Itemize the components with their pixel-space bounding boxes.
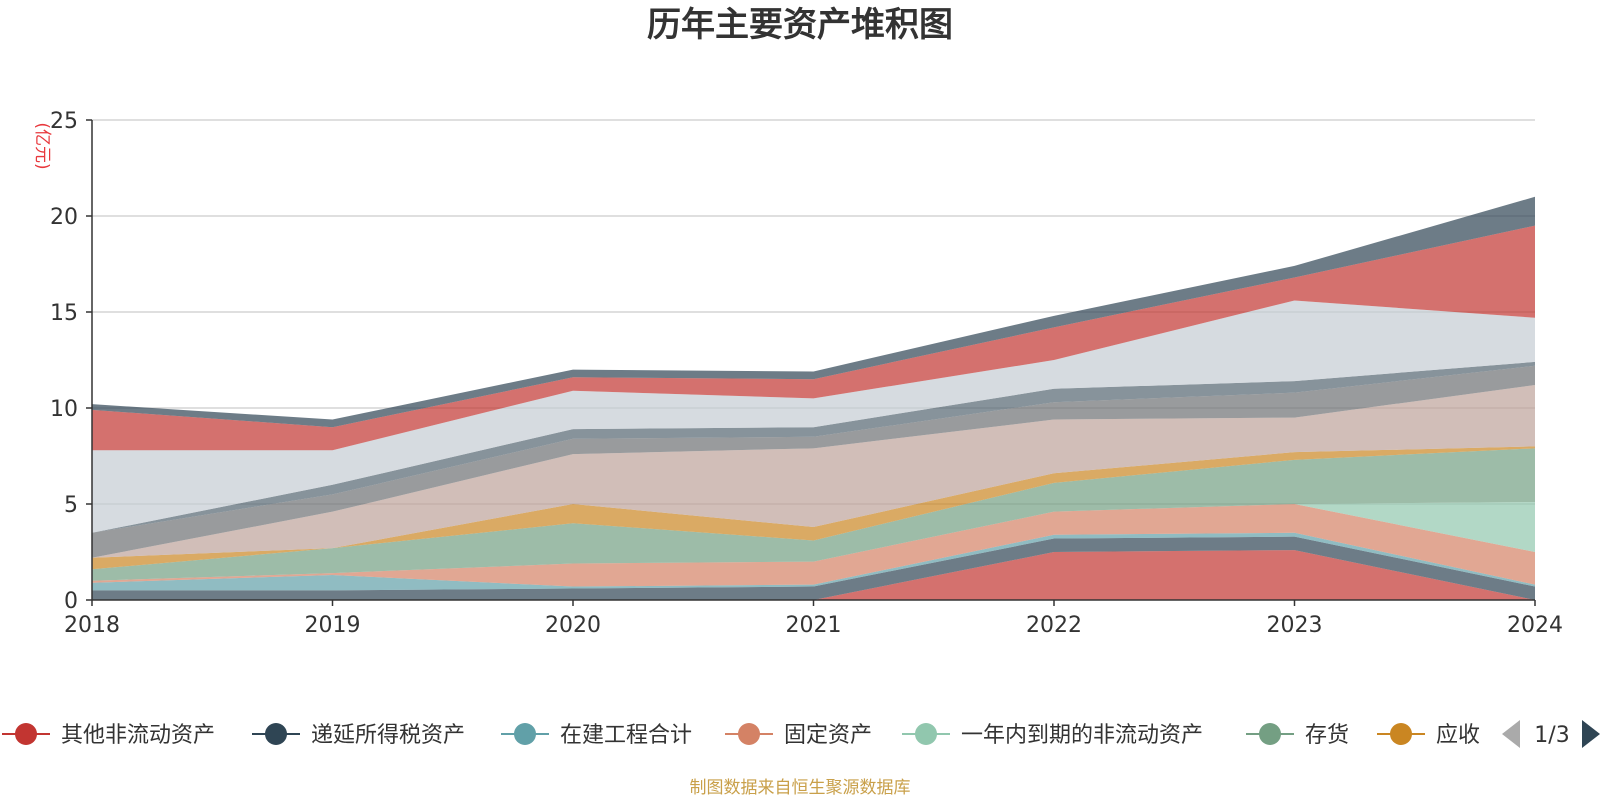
series-area-4	[92, 502, 1535, 581]
y-tick-label: 10	[50, 397, 78, 422]
series-area-0	[92, 550, 1535, 600]
legend-marker	[738, 723, 760, 745]
y-tick-label: 25	[50, 109, 78, 134]
legend: 其他非流动资产 递延所得税资产 在建工程合计 固定资产 一年内到期的非流动资产 存货 应收 1…	[2, 720, 1600, 748]
legend-label: 应收	[1436, 723, 1480, 748]
legend-label: 在建工程合计	[560, 723, 692, 748]
y-tick-label: 15	[50, 301, 78, 326]
legend-item[interactable]: 递延所得税资产	[252, 723, 465, 748]
series-area-11	[92, 225, 1535, 451]
legend-marker	[265, 723, 287, 745]
legend-item[interactable]: 一年内到期的非流动资产	[902, 723, 1203, 748]
data-source-note: 制图数据来自恒生聚源数据库	[690, 778, 911, 798]
x-tick-label: 2018	[64, 613, 120, 638]
y-axis-unit-label: (亿元)	[32, 122, 52, 169]
legend-marker	[15, 723, 37, 745]
series-areas	[92, 196, 1535, 600]
legend-label: 固定资产	[784, 723, 872, 748]
series-area-7	[92, 384, 1535, 558]
legend-item[interactable]: 在建工程合计	[501, 723, 692, 748]
legend-marker	[1390, 723, 1412, 745]
x-tick-label: 2022	[1026, 613, 1082, 638]
series-area-5	[92, 448, 1535, 581]
series-area-2	[92, 532, 1535, 591]
legend-marker	[1259, 723, 1281, 745]
legend-item[interactable]: 存货	[1246, 723, 1349, 748]
legend-marker	[915, 723, 937, 745]
legend-label: 其他非流动资产	[61, 723, 215, 748]
series-area-1	[92, 536, 1535, 600]
legend-label: 存货	[1305, 723, 1349, 748]
series-area-9	[92, 361, 1535, 533]
series-area-3	[92, 504, 1535, 587]
axes: 0 5 10 15 20 25 2018 2019 2020 2021 2022 2023 2024	[50, 109, 1563, 638]
x-tick-label: 2020	[545, 613, 601, 638]
legend-page-indicator: 1/3	[1534, 723, 1569, 748]
legend-item[interactable]: 固定资产	[725, 723, 872, 748]
legend-label: 一年内到期的非流动资产	[961, 723, 1203, 748]
y-tick-label: 5	[64, 493, 78, 518]
legend-marker	[514, 723, 536, 745]
triangle-right-icon[interactable]	[1582, 720, 1600, 748]
triangle-left-icon[interactable]	[1502, 720, 1520, 748]
legend-item[interactable]: 其他非流动资产	[2, 723, 215, 748]
x-tick-label: 2024	[1507, 613, 1563, 638]
chart-title: 历年主要资产堆积图	[647, 5, 953, 45]
series-area-8	[92, 365, 1535, 558]
series-area-10	[92, 300, 1535, 533]
x-tick-label: 2019	[305, 613, 361, 638]
legend-item[interactable]: 应收	[1377, 723, 1480, 748]
y-tick-label: 20	[50, 205, 78, 230]
y-tick-label: 0	[64, 589, 78, 614]
x-tick-label: 2021	[786, 613, 842, 638]
x-tick-label: 2023	[1267, 613, 1323, 638]
legend-label: 递延所得税资产	[311, 723, 465, 748]
